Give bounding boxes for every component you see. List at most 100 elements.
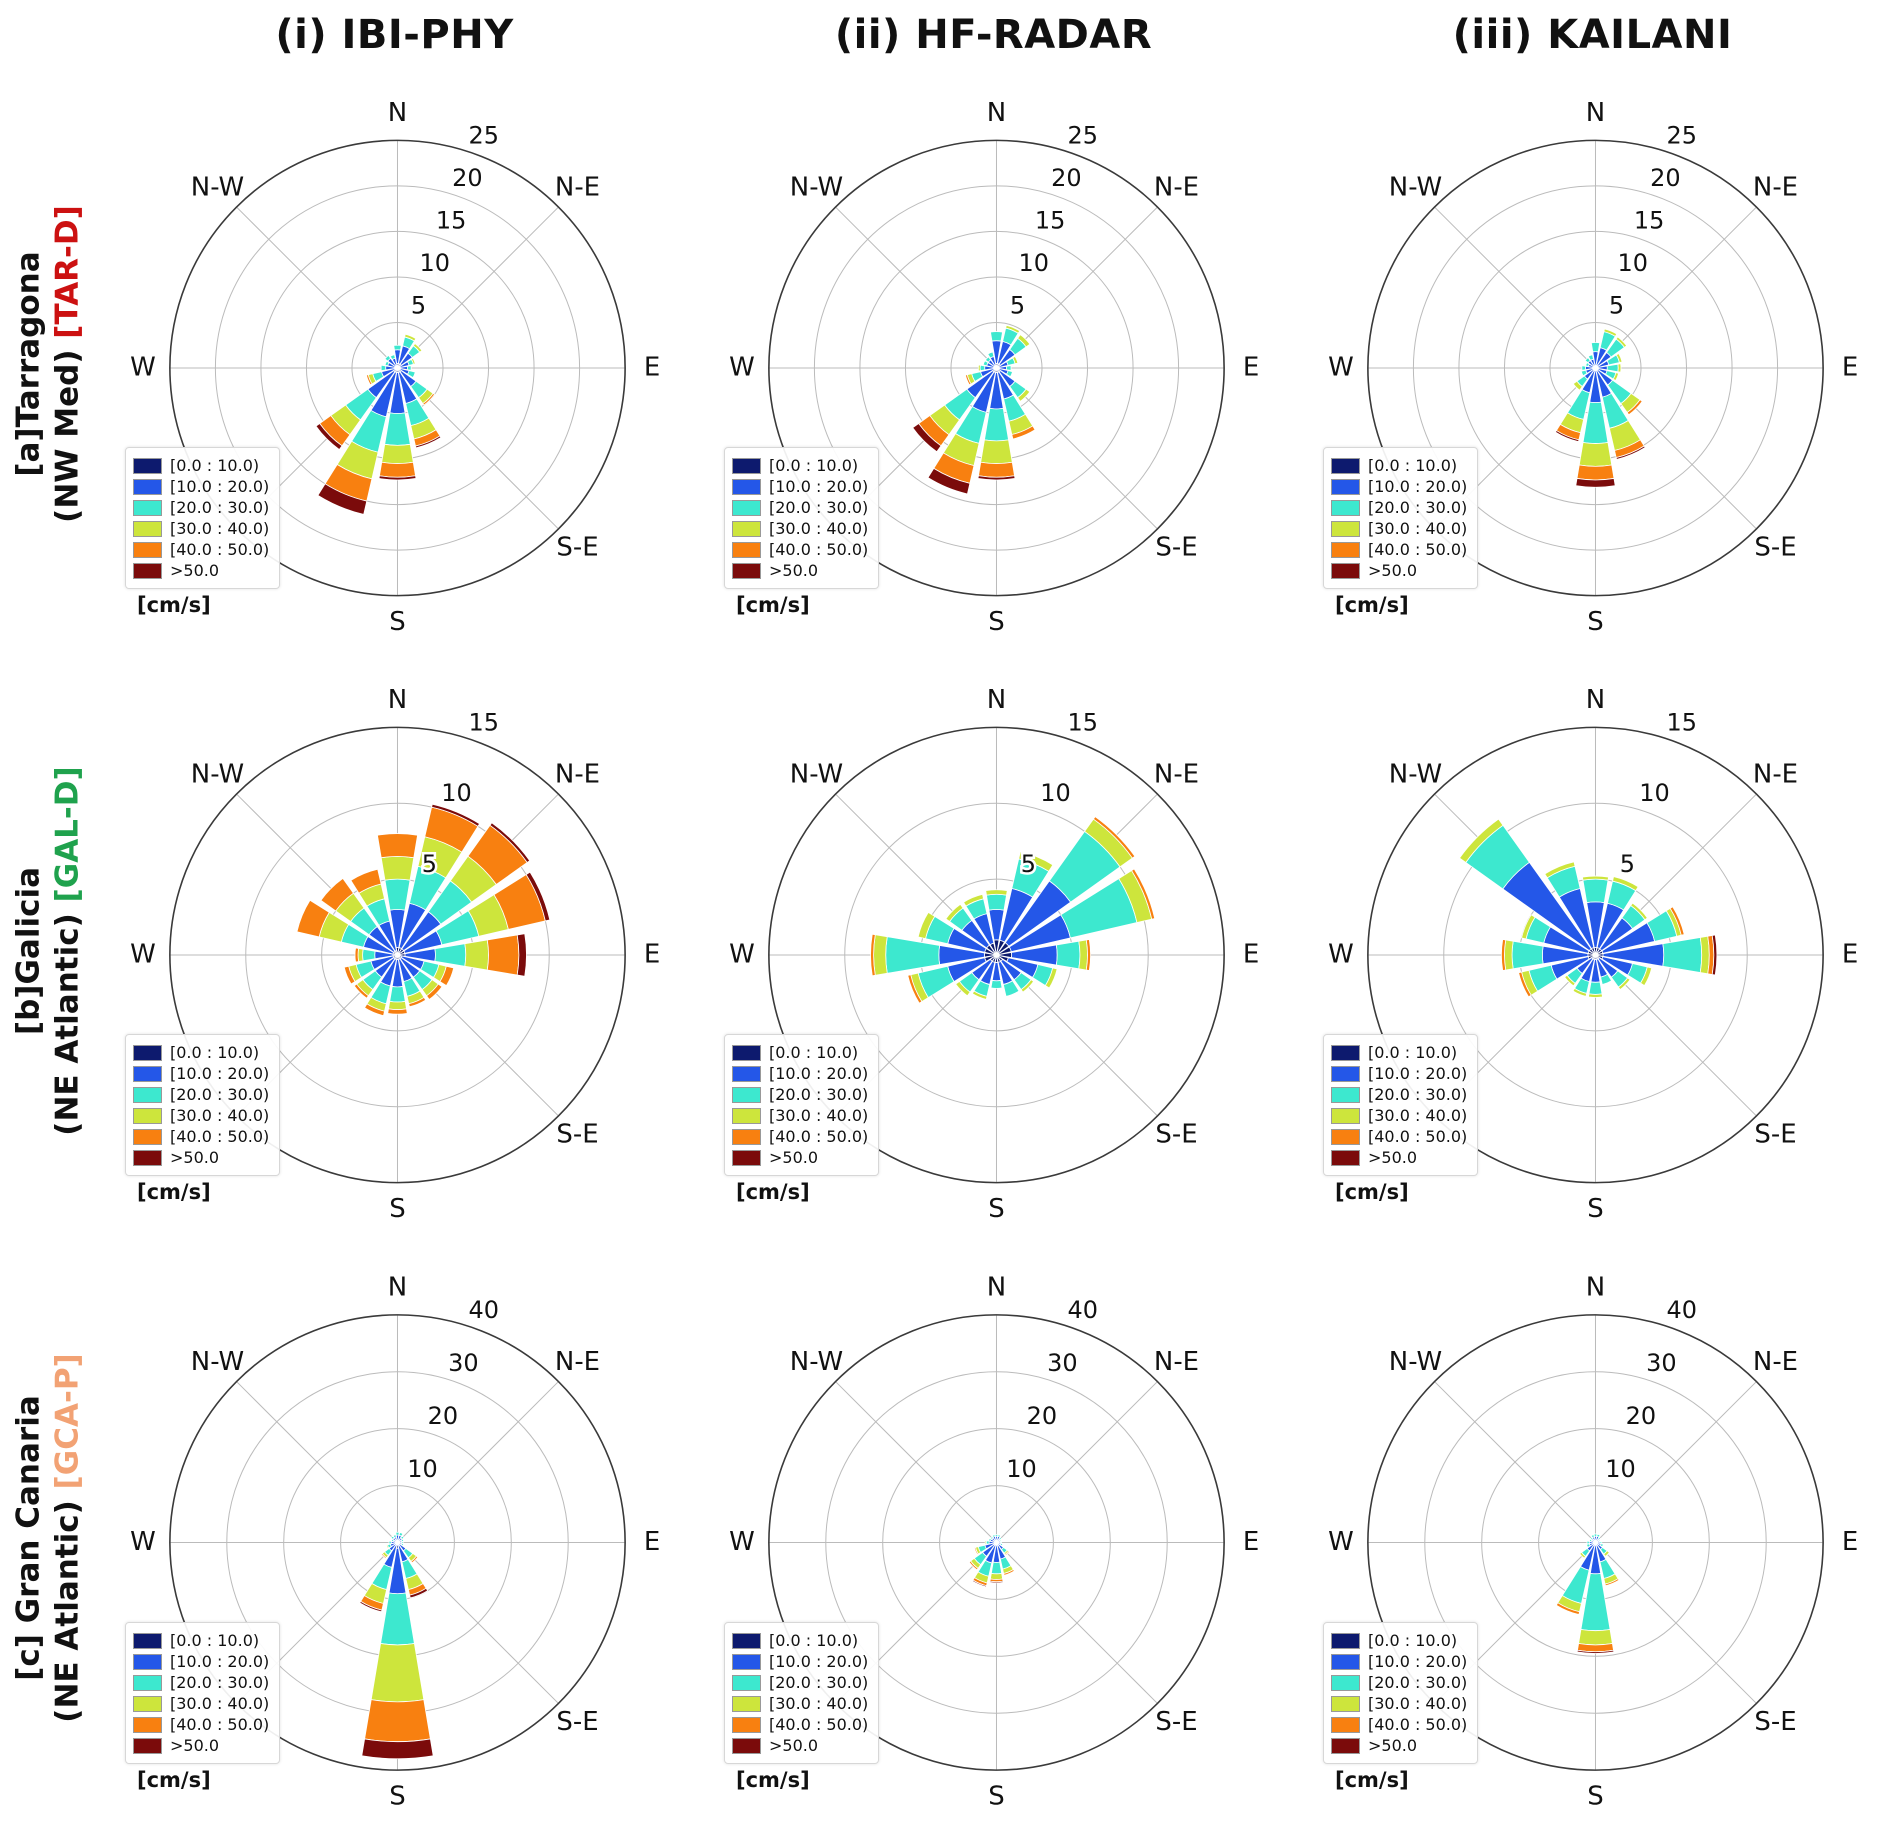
rose-plot-tarragona-kailani: 5 10 15 20 25 N N-E E S-E S W N-W [0.0 : 10.0) [10.0… [1293, 70, 1892, 657]
compass-label: N-W [790, 759, 843, 789]
compass-label: S-E [1754, 1120, 1796, 1150]
rose-segment [1572, 380, 1583, 391]
rose-segment [1544, 861, 1576, 879]
rose-segment [400, 1535, 405, 1540]
radial-tick-label: 10 [1006, 1455, 1036, 1483]
compass-label: E [1842, 1527, 1858, 1557]
legend-swatch [1331, 1737, 1360, 1754]
radial-tick-label: 5 [422, 850, 437, 878]
legend-swatch [133, 478, 162, 495]
compass-label: N-W [1389, 172, 1442, 202]
rose-chart: 5 10 15 20 25 N N-E E S-E S W N-W [729, 98, 1259, 637]
rose-segment [1012, 355, 1019, 365]
legend-bin-label: [30.0 : 40.0) [170, 519, 270, 538]
legend-item: [10.0 : 20.0) [133, 1064, 269, 1083]
rose-segment [422, 392, 436, 406]
rose-segment [380, 855, 415, 881]
rose-segment [1584, 357, 1591, 364]
legend-swatch [133, 1086, 162, 1103]
legend-bin-label: [10.0 : 20.0) [1368, 477, 1468, 496]
legend-swatch [732, 1149, 761, 1166]
compass-label: N-W [191, 172, 244, 202]
legend-bin-label: [20.0 : 30.0) [170, 1085, 270, 1104]
compass-label: S-E [1754, 1707, 1796, 1737]
rose-segment [977, 475, 1016, 481]
row-label-gran-canaria: [c] Gran Canaria (NE Atlantic) [GCA-P] [0, 1244, 95, 1832]
rose-segment [1630, 902, 1648, 921]
rose-segment [354, 947, 360, 963]
rose-segment [986, 893, 1007, 911]
legend-item: [20.0 : 30.0) [732, 1673, 868, 1692]
compass-label: E [1842, 352, 1858, 382]
radial-tick-label: 20 [428, 1402, 458, 1430]
compass-label: N [1586, 685, 1605, 715]
radial-tick-label: 40 [1067, 1296, 1097, 1324]
rose-segment [1599, 1543, 1604, 1548]
rose-plot-galicia-kailani: 5 10 15 N N-E E S-E S W N-W [0.0 : 10.0) [10.0 : 2… [1293, 657, 1892, 1244]
legend: [0.0 : 10.0) [10.0 : 20.0) [20.0 : 30.0) [3… [1323, 1034, 1479, 1204]
rose-segment [389, 354, 396, 361]
rose-segment [968, 1560, 979, 1571]
legend-bin-label: >50.0 [769, 1736, 819, 1755]
legend-bin-label: [30.0 : 40.0) [1368, 1106, 1468, 1125]
legend-bin-label: >50.0 [1368, 561, 1418, 580]
rose-segment [1521, 914, 1536, 940]
radial-tick-label: 10 [441, 779, 471, 807]
legend-box: [0.0 : 10.0) [10.0 : 20.0) [20.0 : 30.0) [3… [724, 1034, 880, 1176]
legend-item: [40.0 : 50.0) [1331, 1715, 1467, 1734]
rose-segment [426, 983, 443, 1001]
radial-tick-label: 5 [411, 291, 426, 319]
rose-segment [985, 889, 1008, 896]
rose-segment [997, 1534, 1002, 1538]
legend-bin-label: [30.0 : 40.0) [769, 1694, 869, 1713]
compass-label: N-W [1389, 759, 1442, 789]
legend-item: [20.0 : 30.0) [732, 1085, 868, 1104]
compass-label: W [729, 352, 755, 382]
legend-bin-label: [10.0 : 20.0) [170, 477, 270, 496]
rose-segment [1711, 934, 1718, 976]
rose-segment [1572, 987, 1588, 997]
rose-segment [1005, 370, 1013, 378]
compass-label: W [1328, 939, 1354, 969]
corner-spacer [0, 0, 95, 70]
rose-segment [376, 833, 418, 859]
legend-item: >50.0 [1331, 1148, 1467, 1167]
rose-segment [486, 934, 520, 976]
rose-segment [400, 1538, 405, 1542]
rose-chart: 10 20 30 40 N N-E E S-E S W N-W [1328, 1272, 1858, 1811]
legend-item: [40.0 : 50.0) [732, 1715, 868, 1734]
rose-segment [365, 374, 373, 386]
rose-segment [1606, 363, 1619, 373]
rose-segment [1003, 1568, 1015, 1576]
rose-segment [1131, 868, 1156, 920]
legend-swatch [133, 499, 162, 516]
rose-segment [350, 868, 382, 894]
legend-item: [30.0 : 40.0) [732, 1106, 868, 1125]
legend-item: [20.0 : 30.0) [1331, 498, 1467, 517]
legend-bin-label: >50.0 [769, 561, 819, 580]
legend-item: [30.0 : 40.0) [732, 1694, 868, 1713]
rose-plot-gran-canaria-ibi-phy: 10 20 30 40 N N-E E S-E S W N-W [0.0 : 10.0) [10.0 … [95, 1244, 694, 1832]
rose-segment [1617, 977, 1631, 991]
legend-item: [0.0 : 10.0) [732, 1631, 868, 1650]
compass-label: N-W [191, 1347, 244, 1377]
compass-label: E [644, 1527, 660, 1557]
column-header-kailani: (iii) KAILANI [1452, 12, 1733, 58]
compass-label: N [987, 1272, 1006, 1302]
rose-segment [1578, 442, 1613, 467]
rose-segment [990, 331, 1003, 342]
radial-tick-label: 20 [1051, 164, 1081, 192]
rose-segment [380, 364, 387, 372]
rose-segment [964, 374, 972, 386]
rose-segment [1615, 445, 1646, 460]
legend-swatch [732, 499, 761, 516]
rose-segment [1590, 1534, 1595, 1539]
compass-label: N-E [1753, 1347, 1798, 1377]
legend-bin-label: [30.0 : 40.0) [170, 1694, 270, 1713]
compass-label: W [130, 1527, 156, 1557]
compass-label: E [1243, 352, 1259, 382]
radial-tick-label: 5 [1021, 850, 1036, 878]
row-label-galicia: [b]Galicia (NE Atlantic) [GAL-D] [0, 657, 95, 1244]
legend-item: [40.0 : 50.0) [133, 1127, 269, 1146]
rose-segment [1579, 1551, 1587, 1559]
